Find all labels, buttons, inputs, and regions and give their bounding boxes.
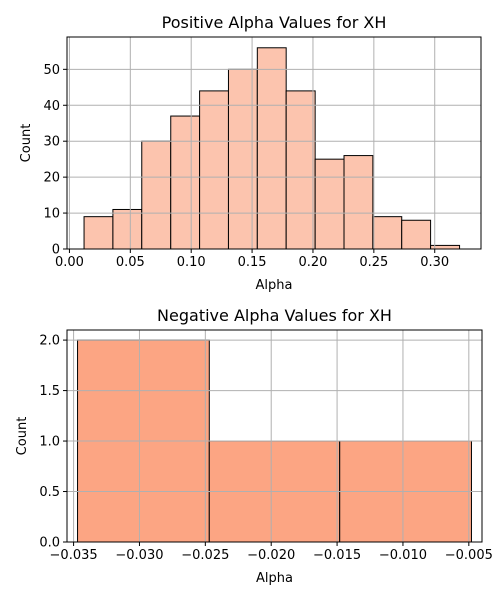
y-tick-label: 40 — [43, 99, 60, 114]
bar-7 — [256, 47, 287, 250]
x-tick-label: −0.025 — [181, 548, 229, 563]
bar-6 — [227, 68, 258, 250]
chart-title: Negative Alpha Values for XH — [157, 306, 392, 325]
y-axis-label: Count — [19, 124, 34, 163]
x-tick-label: 0.10 — [177, 255, 206, 270]
plot-frame — [66, 329, 483, 543]
bar-5 — [199, 90, 229, 250]
bar-11 — [372, 216, 403, 250]
x-tick-label: 0.00 — [55, 255, 84, 270]
y-tick-label: 20 — [43, 171, 60, 186]
y-tick-label: 0 — [52, 243, 60, 258]
chart-title: Positive Alpha Values for XH — [162, 13, 387, 32]
x-tick-label: −0.020 — [247, 548, 295, 563]
x-tick-label: 0.25 — [359, 255, 388, 270]
x-tick-label: −0.015 — [313, 548, 361, 563]
y-axis-label: Count — [15, 417, 30, 456]
x-tick-label: 0.15 — [238, 255, 267, 270]
y-tick-label: 50 — [43, 63, 60, 78]
y-tick-label: 30 — [43, 135, 60, 150]
bar-1 — [83, 216, 114, 250]
bar-10 — [343, 155, 374, 250]
x-axis-label: Alpha — [256, 278, 293, 293]
x-tick-label: 0.30 — [420, 255, 449, 270]
chart-1: 0.00 0.05 0.10 0.15 0.20 0.25 0.30 0 10 20 30 40 50 P… — [19, 13, 482, 293]
bar-12 — [401, 219, 432, 250]
bar-9 — [314, 158, 345, 250]
x-tick-label: 0.05 — [116, 255, 145, 270]
x-tick-label: −0.030 — [115, 548, 163, 563]
bar-8 — [285, 90, 316, 250]
bar-3 — [141, 140, 172, 250]
x-tick-label: −0.035 — [50, 548, 98, 563]
x-axis-label: Alpha — [256, 571, 293, 586]
x-tick-label: −0.005 — [445, 548, 493, 563]
x-tick-label: −0.010 — [379, 548, 427, 563]
x-tick-label: 0.20 — [298, 255, 327, 270]
chart-2: −0.035 −0.030 −0.025 −0.020 −0.015 −0.010 −0.0… — [15, 306, 493, 586]
y-tick-label: 10 — [43, 207, 60, 222]
bar-2 — [112, 208, 143, 250]
y-tick-label: 0.0 — [39, 536, 60, 551]
plot-frame — [66, 36, 482, 250]
y-tick-label: 1.0 — [39, 435, 60, 450]
y-tick-label: 1.5 — [39, 384, 60, 399]
y-tick-label: 2.0 — [39, 334, 60, 349]
y-tick-label: 0.5 — [39, 485, 60, 500]
bar-4 — [170, 115, 201, 250]
